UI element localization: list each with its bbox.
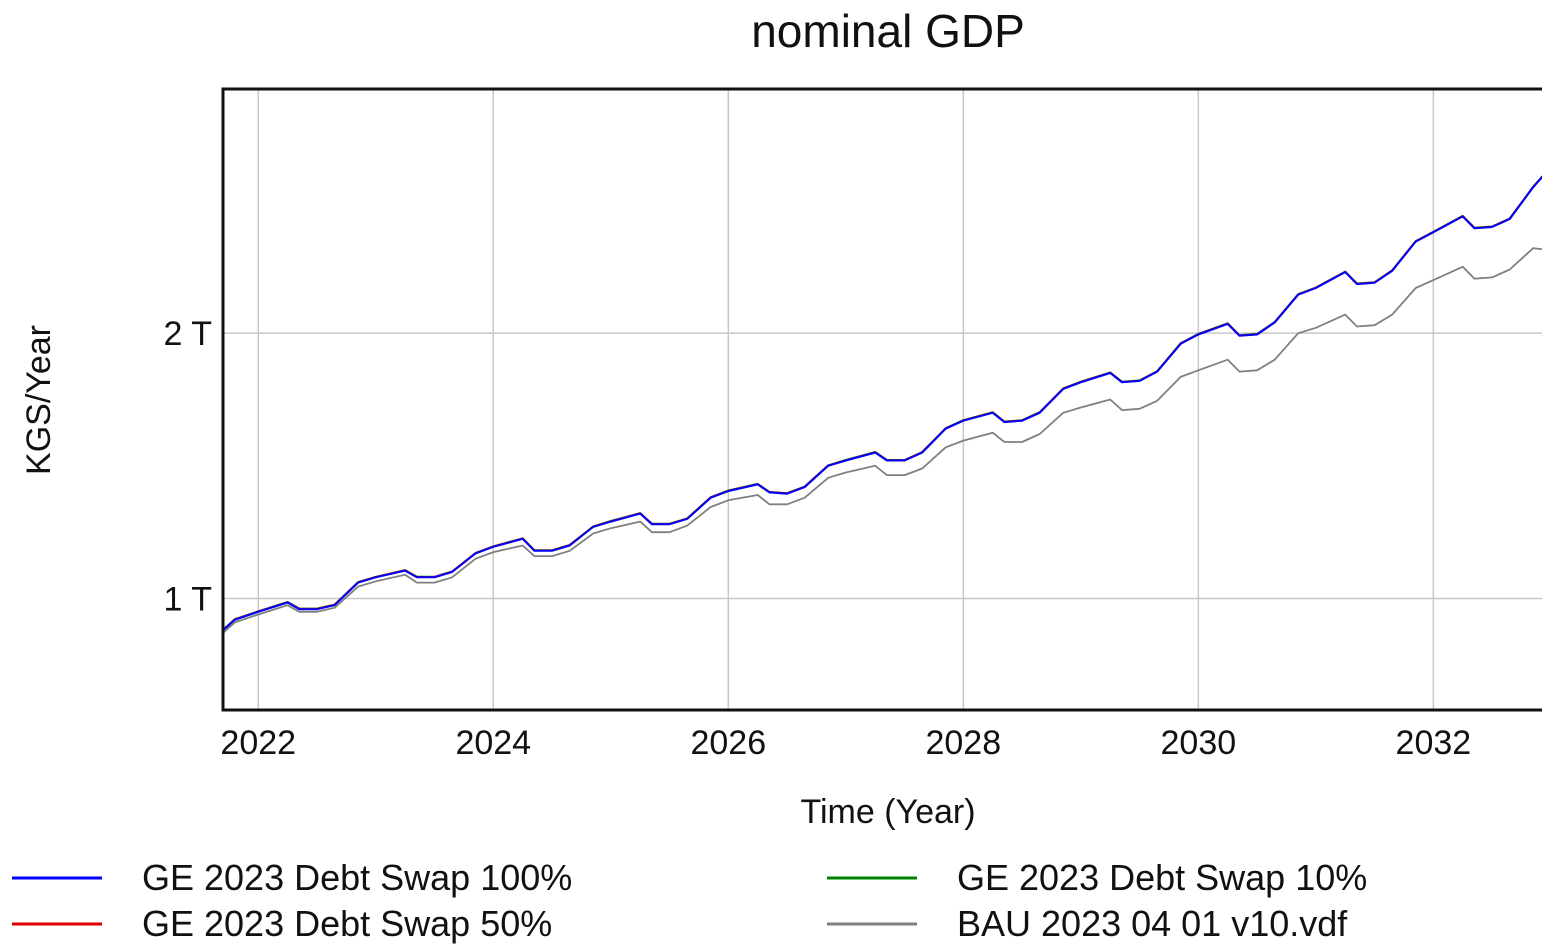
chart-title: nominal GDP	[751, 5, 1025, 57]
y-tick-label: 2 T	[163, 315, 212, 353]
plot-frame	[221, 87, 1542, 712]
legend-label-debt-swap-10: GE 2023 Debt Swap 10%	[957, 857, 1367, 898]
series-lines	[222, 175, 1542, 634]
x-tick-label: 2022	[220, 724, 296, 762]
x-tick-label: 2030	[1161, 724, 1237, 762]
y-axis-label: KGS/Year	[20, 325, 58, 475]
x-tick-label: 2032	[1396, 724, 1472, 762]
legend-label-debt-swap-50: GE 2023 Debt Swap 50%	[142, 903, 552, 944]
x-tick-label: 2028	[925, 724, 1001, 762]
legend: GE 2023 Debt Swap 100% GE 2023 Debt Swap…	[12, 857, 1367, 944]
series-line-ge-2023-debt-swap-100-	[222, 175, 1542, 632]
x-tick-label: 2026	[690, 724, 766, 762]
grid-lines	[223, 89, 1542, 710]
series-line-ge-2023-debt-swap-10-	[222, 175, 1542, 631]
series-line-bau-2023-04-01-v10-vdf	[222, 247, 1542, 634]
legend-label-bau: BAU 2023 04 01 v10.vdf	[957, 903, 1348, 944]
series-line-ge-2023-debt-swap-50-	[222, 175, 1542, 631]
x-tick-label: 2024	[455, 724, 531, 762]
x-axis-label: Time (Year)	[800, 793, 975, 831]
x-axis-ticks: 2022 2024 2026 2028 2030 2032	[220, 724, 1471, 762]
legend-label-debt-swap-100: GE 2023 Debt Swap 100%	[142, 857, 572, 898]
y-tick-label: 1 T	[163, 581, 212, 619]
y-axis-ticks: 1 T 2 T	[163, 315, 212, 618]
